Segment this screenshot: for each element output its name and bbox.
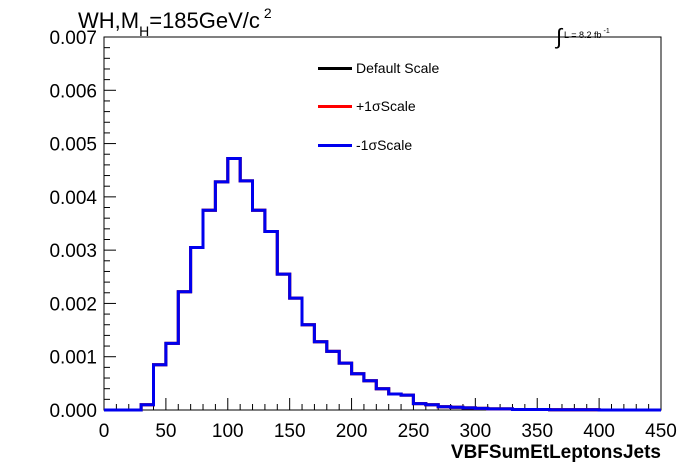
series-line-1 (104, 157, 661, 412)
legend-swatch-minus (318, 143, 352, 147)
plot-frame (103, 36, 662, 411)
y-tick-label: 0.002 (49, 294, 97, 315)
y-tick-label: 0.001 (49, 348, 97, 369)
luminosity-text: L = 8.2 fb (564, 30, 602, 40)
x-tick-label: 350 (521, 421, 553, 442)
luminosity-exponent: -1 (603, 28, 610, 35)
x-tick-label: 200 (336, 421, 368, 442)
title-suffix: =185GeV/c (149, 8, 260, 33)
luminosity-label: ∫ L = 8.2 fb -1 (556, 18, 610, 49)
y-tick-label: 0.004 (49, 188, 97, 209)
legend-entry-minus: -1σScale (318, 136, 412, 154)
title-prefix: WH,M (78, 8, 140, 33)
x-tick-label: 50 (155, 421, 176, 442)
chart-title: WH,MH=185GeV/c 2 (78, 5, 272, 39)
legend-entry-default: Default Scale (318, 59, 439, 77)
series-line-0 (104, 157, 661, 412)
x-tick-label: 300 (459, 421, 491, 442)
integral-symbol: ∫ (556, 24, 563, 49)
y-tick-label: 0.000 (49, 401, 97, 422)
title-superscript: 2 (263, 5, 272, 21)
y-tick-label: 0.003 (49, 241, 97, 262)
x-axis-label: VBFSumEtLeptonsJets (451, 442, 661, 463)
y-axis: 0.000 0.001 0.002 0.003 0.004 0.005 0.006 0.007 (49, 28, 116, 422)
y-tick-label: 0.005 (49, 135, 97, 156)
x-tick-label: 0 (99, 421, 110, 442)
x-tick-label: 250 (398, 421, 430, 442)
series-layer (104, 157, 661, 412)
x-tick-label: 400 (583, 421, 615, 442)
x-tick-label: 150 (274, 421, 306, 442)
legend-label-minus: -1σScale (356, 137, 413, 153)
x-tick-label: 100 (212, 421, 244, 442)
legend-label-default: Default Scale (356, 60, 440, 76)
legend-entry-plus: +1σScale (318, 97, 416, 115)
series-line-2 (104, 157, 661, 412)
x-axis: 0 50 100 150 200 250 300 350 400 450 (99, 398, 677, 442)
legend-swatch-default (318, 66, 352, 70)
y-tick-label: 0.006 (49, 81, 97, 102)
legend-label-plus: +1σScale (356, 98, 416, 114)
title-subscript: H (139, 23, 150, 39)
legend-swatch-plus (318, 104, 352, 108)
x-tick-label: 450 (645, 421, 677, 442)
y-tick-label: 0.007 (49, 28, 97, 49)
